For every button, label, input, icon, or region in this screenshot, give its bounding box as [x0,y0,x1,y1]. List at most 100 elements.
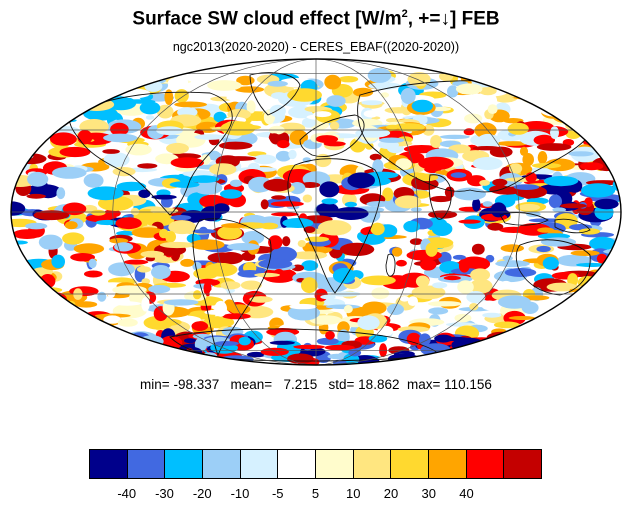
field-patch [580,288,612,305]
field-patch [430,135,442,148]
field-patch [409,238,423,246]
field-patch [395,158,412,170]
field-patch [387,303,404,315]
field-patch [270,246,297,263]
field-patch [450,172,467,178]
field-patch [547,81,559,89]
field-patch [301,260,319,271]
field-patch [163,299,199,306]
field-patch [363,110,379,118]
field-patch [137,353,161,364]
field-patch [567,352,604,364]
field-patch [316,337,339,345]
field-patch [212,358,221,364]
field-patch [11,96,17,106]
field-patch [511,360,527,365]
field-patch [586,74,612,88]
field-patch [419,333,431,346]
field-patch [420,259,437,271]
field-patch [595,133,621,142]
field-patch [11,309,33,324]
field-patch [117,318,138,327]
field-patch [226,95,249,101]
field-patch [65,96,91,101]
field-patch [219,141,253,150]
field-patch [83,354,98,365]
field-patch [415,275,430,288]
field-patch [513,184,540,191]
globe-outline [10,58,622,366]
field-patch [11,99,38,111]
field-patch [305,236,329,242]
field-patch [589,120,616,126]
field-patch [551,340,581,347]
field-patch [518,203,540,211]
field-patch [320,294,336,300]
field-patch [297,240,306,248]
field-patch [105,348,136,354]
field-patch [332,267,356,284]
field-patch [367,67,392,83]
colorbar-box [165,450,204,478]
field-patch [337,329,350,345]
field-patch [78,341,96,355]
field-patch [117,344,148,357]
field-patch [293,344,325,350]
field-patch [531,328,550,336]
field-patch [548,331,560,340]
field-patch [17,83,35,99]
field-patch [263,178,292,192]
field-patch [238,336,251,346]
field-patch [246,100,256,114]
field-patch [123,259,149,265]
field-patch [482,201,493,207]
field-patch [50,132,77,146]
field-patch [552,110,586,124]
field-patch [73,243,105,255]
field-patch [97,291,107,302]
field-patch [229,179,243,187]
field-patch [54,307,66,320]
field-patch [471,243,485,255]
field-patch [40,274,56,289]
field-patch [590,348,617,364]
field-patch [16,348,49,361]
field-patch [508,163,523,174]
field-patch [39,125,50,131]
field-patch [564,341,585,352]
field-patch [605,108,621,121]
field-patch [593,102,616,115]
field-patch [288,149,297,160]
meridian-line [213,59,317,365]
statistics-line: min= -98.337 mean= 7.215 std= 18.862 max… [0,377,632,392]
field-patch [313,111,332,118]
field-patch [309,315,342,325]
field-patch [324,74,342,90]
field-patch [33,210,70,221]
field-patch [99,354,127,365]
field-patch [490,202,507,218]
field-patch [137,350,170,358]
field-patch [75,343,100,354]
field-patch [44,86,67,92]
field-patch [455,83,483,95]
field-patch [531,325,560,339]
field-patch [130,207,140,216]
field-patch [542,313,552,321]
meridian-line [112,59,317,365]
field-patch [578,297,607,310]
field-patch [75,301,98,308]
field-patch [487,104,498,114]
field-patch [51,254,65,269]
field-patch [34,287,63,293]
field-patch [62,232,85,245]
field-patch [11,270,24,281]
field-patch [289,303,317,310]
field-patch [11,260,20,268]
field-patch [159,241,195,249]
field-patch [168,77,189,87]
field-patch [170,215,192,221]
field-patch [589,322,601,332]
min-value: -98.337 [173,377,220,392]
field-patch [522,295,550,301]
